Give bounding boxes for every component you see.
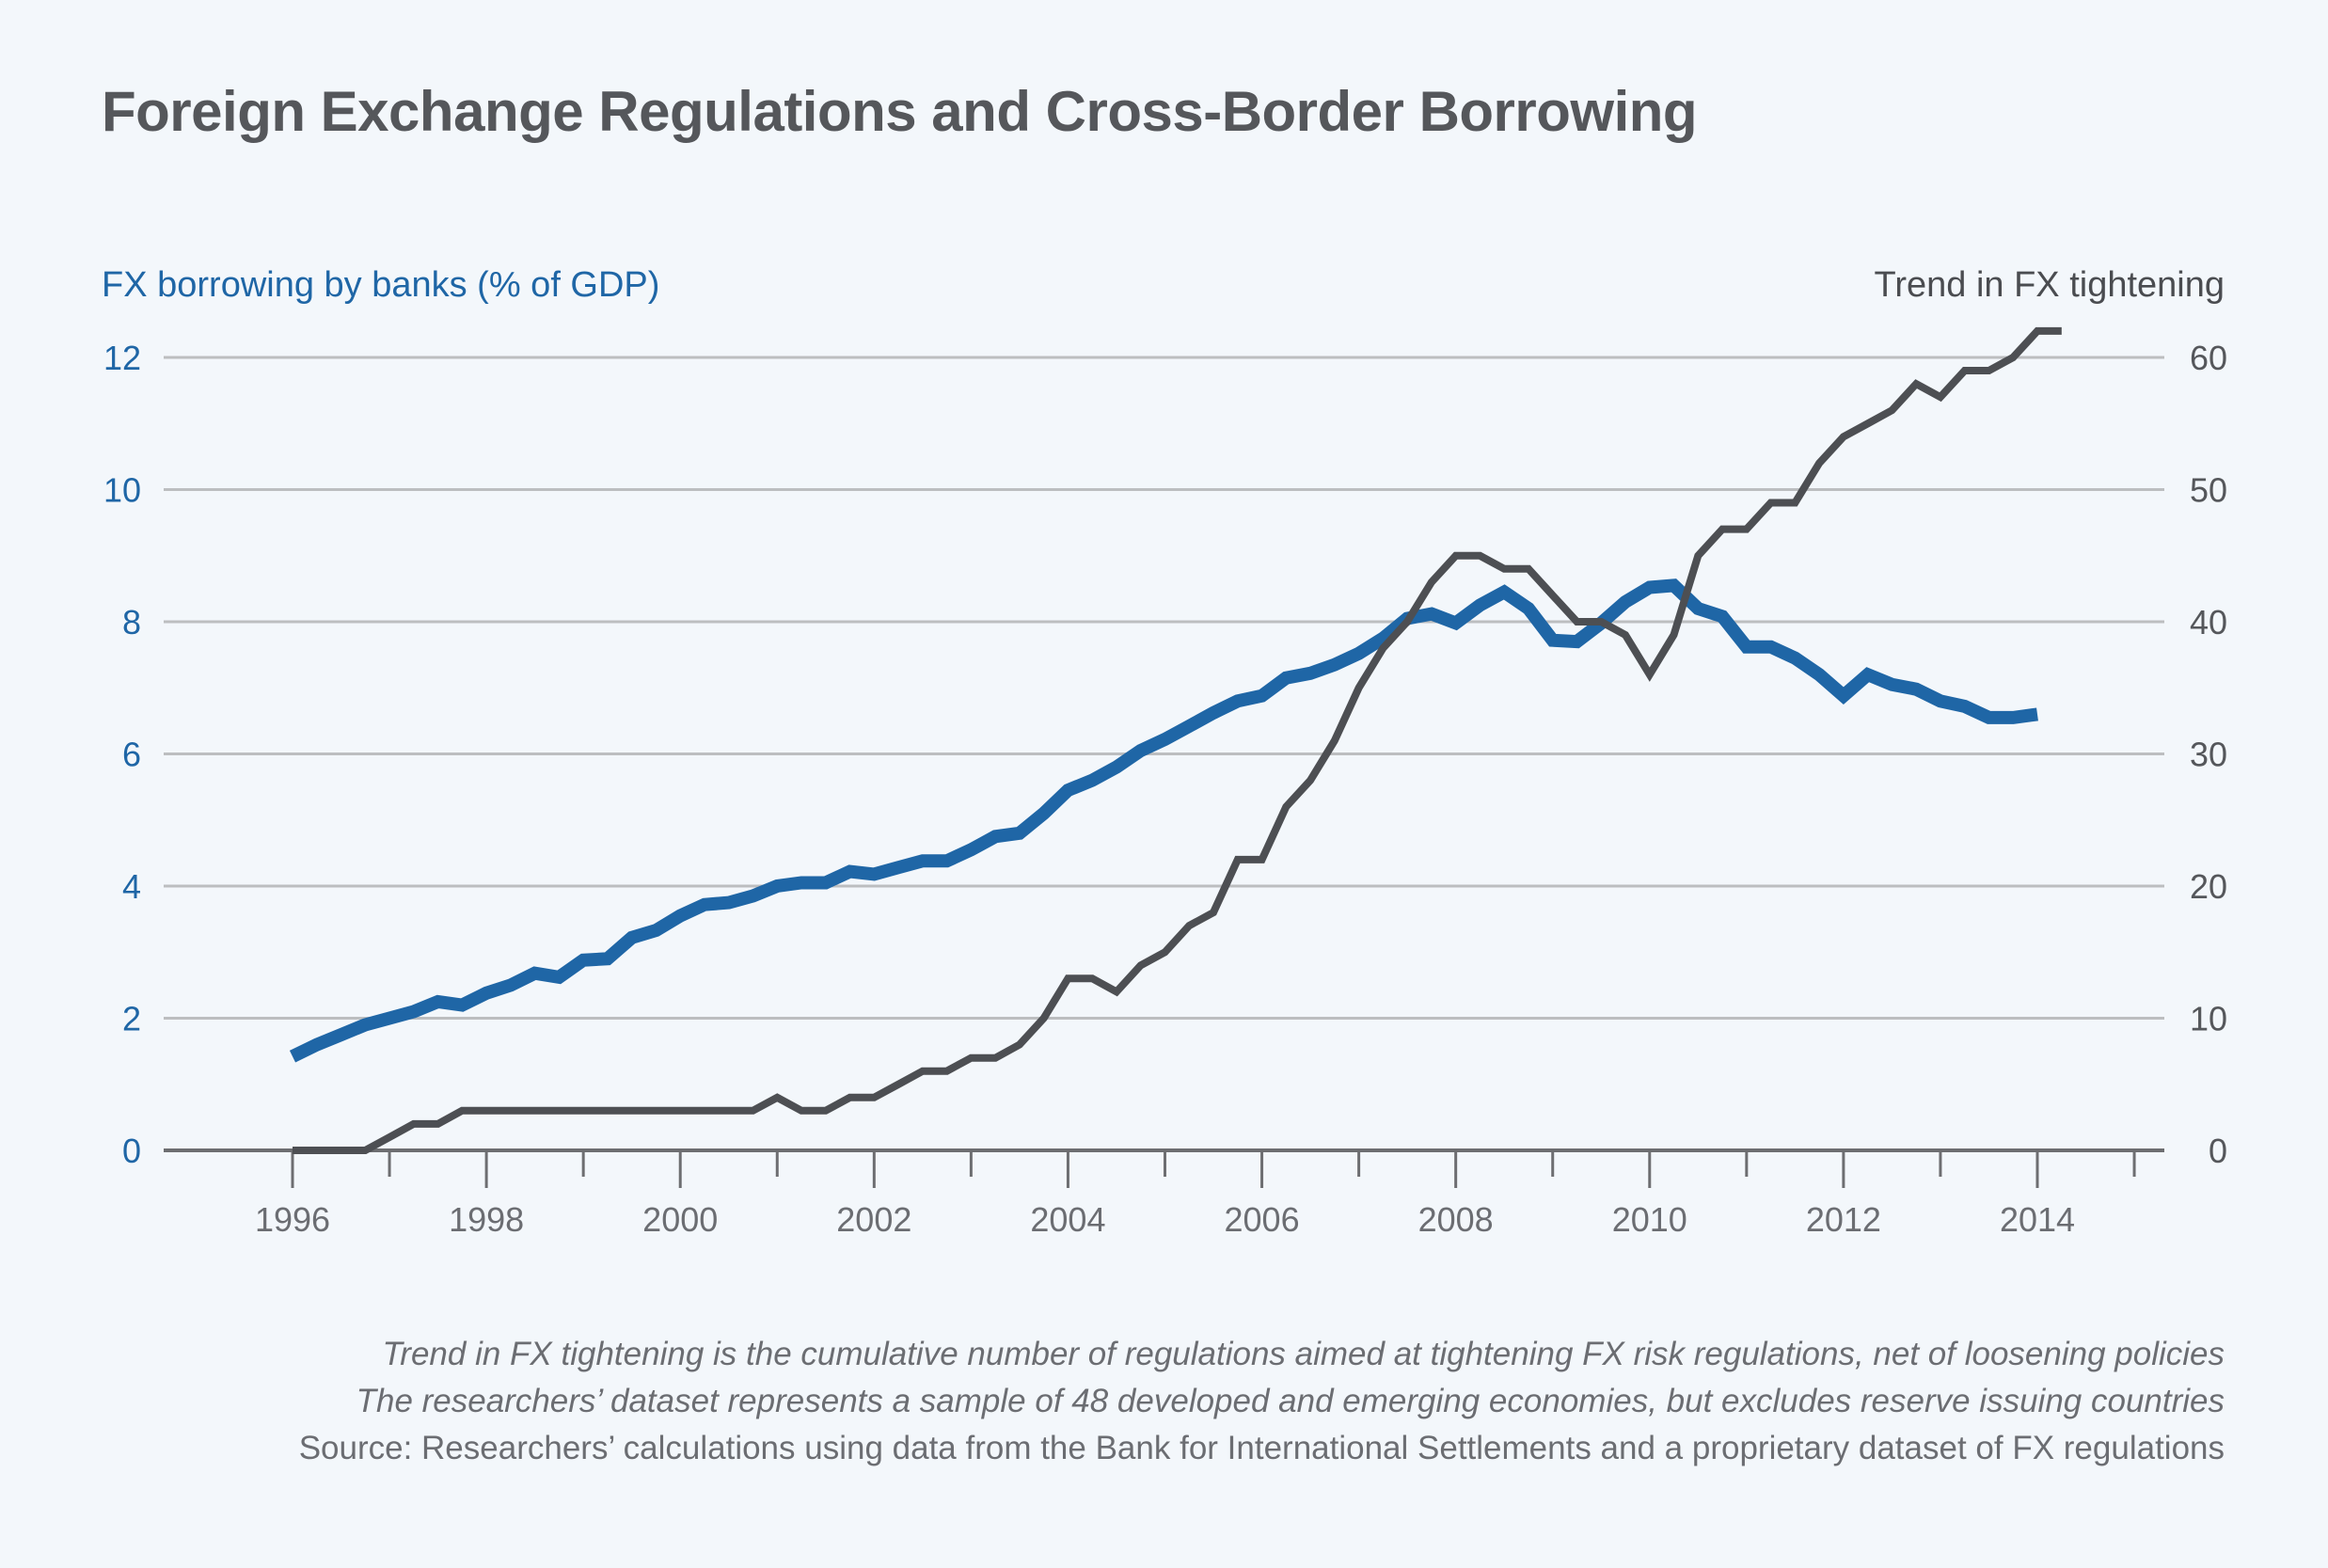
right-y-tick-label: 20	[2190, 867, 2227, 906]
x-axis	[164, 1148, 2164, 1188]
note-dataset: The researchers’ dataset represents a sa…	[356, 1383, 2225, 1419]
fx-tightening-line	[293, 326, 2062, 1154]
x-tick-label: 1998	[449, 1200, 524, 1239]
note-definition: Trend in FX tightening is the cumulative…	[382, 1336, 2225, 1372]
tick-labels: 0 0 2 10 4 20 6 30 8 40 10 50 12 60 1996 1998 2000 2002 20…	[103, 339, 2227, 1239]
x-tick-label: 2008	[1418, 1200, 1494, 1239]
left-axis-label: FX borrowing by banks (% of GDP)	[102, 265, 660, 305]
right-y-tick-label: 10	[2190, 1000, 2227, 1038]
left-y-tick-label: 2	[122, 1000, 141, 1038]
x-tick-label: 2010	[1612, 1200, 1687, 1239]
right-axis-label: Trend in FX tightening	[1874, 265, 2225, 305]
right-y-tick-label: 30	[2190, 736, 2227, 774]
left-y-tick-label: 10	[103, 471, 141, 510]
left-y-tick-label: 0	[122, 1132, 141, 1170]
right-y-tick-label: 0	[2209, 1132, 2227, 1170]
left-y-tick-label: 4	[122, 867, 141, 906]
right-y-tick-label: 50	[2190, 471, 2227, 510]
x-tick-label: 2014	[2000, 1200, 2075, 1239]
x-tick-label: 2000	[642, 1200, 718, 1239]
series-lines	[289, 326, 2062, 1154]
x-tick-label: 1996	[255, 1200, 330, 1239]
left-y-tick-label: 8	[122, 603, 141, 641]
left-y-tick-label: 12	[103, 339, 141, 377]
gridlines	[164, 356, 2164, 1020]
x-tick-label: 2012	[1806, 1200, 1881, 1239]
x-tick-label: 2002	[836, 1200, 911, 1239]
right-y-tick-label: 60	[2190, 339, 2227, 377]
x-tick-label: 2006	[1225, 1200, 1300, 1239]
left-y-tick-label: 6	[122, 736, 141, 774]
x-tick-label: 2004	[1030, 1200, 1105, 1239]
fx-borrowing-line	[289, 578, 2038, 1063]
right-y-tick-label: 40	[2190, 603, 2227, 641]
note-source: Source: Researchers’ calculations using …	[298, 1430, 2225, 1466]
chart-title: Foreign Exchange Regulations and Cross-B…	[102, 80, 1698, 143]
